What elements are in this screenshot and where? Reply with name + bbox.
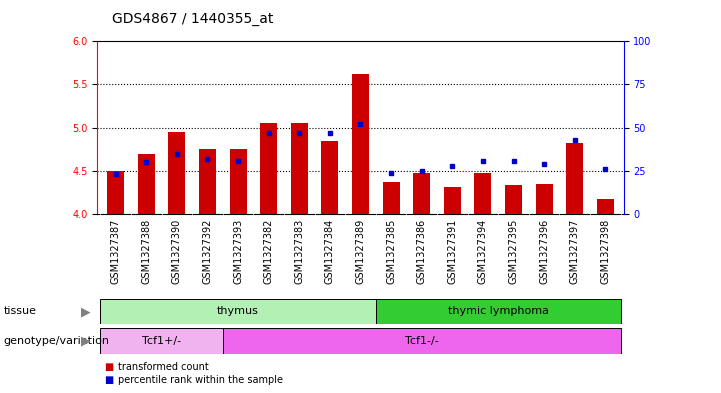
Text: GSM1327395: GSM1327395 bbox=[508, 219, 518, 284]
Text: ■: ■ bbox=[105, 375, 114, 386]
Text: Tcf1+/-: Tcf1+/- bbox=[142, 336, 181, 346]
Bar bbox=[444, 187, 461, 214]
Text: GSM1327391: GSM1327391 bbox=[447, 219, 457, 284]
Text: GSM1327392: GSM1327392 bbox=[203, 219, 213, 284]
Text: GSM1327382: GSM1327382 bbox=[264, 219, 274, 284]
Bar bbox=[138, 154, 155, 214]
Text: GDS4867 / 1440355_at: GDS4867 / 1440355_at bbox=[112, 11, 273, 26]
Text: tissue: tissue bbox=[4, 307, 37, 316]
Text: GSM1327383: GSM1327383 bbox=[294, 219, 304, 284]
Text: GSM1327396: GSM1327396 bbox=[539, 219, 549, 284]
Bar bbox=[107, 171, 124, 214]
Text: Tcf1-/-: Tcf1-/- bbox=[404, 336, 438, 346]
Bar bbox=[199, 149, 216, 214]
Text: GSM1327394: GSM1327394 bbox=[478, 219, 488, 284]
Text: GSM1327393: GSM1327393 bbox=[233, 219, 243, 284]
Bar bbox=[383, 182, 399, 214]
Text: ■: ■ bbox=[105, 362, 114, 373]
Text: GSM1327389: GSM1327389 bbox=[355, 219, 366, 284]
Text: GSM1327385: GSM1327385 bbox=[386, 219, 396, 284]
Bar bbox=[413, 173, 430, 214]
Bar bbox=[223, 328, 621, 354]
Bar bbox=[169, 132, 185, 214]
Text: GSM1327387: GSM1327387 bbox=[111, 219, 120, 284]
Bar bbox=[352, 74, 369, 214]
Text: percentile rank within the sample: percentile rank within the sample bbox=[118, 375, 283, 386]
Bar bbox=[536, 184, 552, 214]
Bar bbox=[322, 141, 338, 214]
Text: GSM1327398: GSM1327398 bbox=[601, 219, 610, 284]
Text: GSM1327386: GSM1327386 bbox=[417, 219, 427, 284]
Bar bbox=[100, 328, 223, 354]
Text: GSM1327388: GSM1327388 bbox=[141, 219, 151, 284]
Text: thymus: thymus bbox=[217, 307, 259, 316]
Text: thymic lymphoma: thymic lymphoma bbox=[448, 307, 549, 316]
Bar bbox=[230, 149, 247, 214]
Text: GSM1327397: GSM1327397 bbox=[570, 219, 580, 284]
Bar bbox=[566, 143, 583, 214]
Text: ▶: ▶ bbox=[81, 334, 90, 347]
Bar bbox=[100, 299, 376, 324]
Bar bbox=[260, 123, 277, 214]
Bar bbox=[376, 299, 621, 324]
Text: genotype/variation: genotype/variation bbox=[4, 336, 110, 346]
Bar bbox=[597, 198, 614, 214]
Bar bbox=[291, 123, 308, 214]
Text: transformed count: transformed count bbox=[118, 362, 208, 373]
Bar bbox=[505, 185, 522, 214]
Text: GSM1327390: GSM1327390 bbox=[172, 219, 182, 284]
Text: GSM1327384: GSM1327384 bbox=[325, 219, 335, 284]
Bar bbox=[474, 173, 491, 214]
Text: ▶: ▶ bbox=[81, 305, 90, 318]
